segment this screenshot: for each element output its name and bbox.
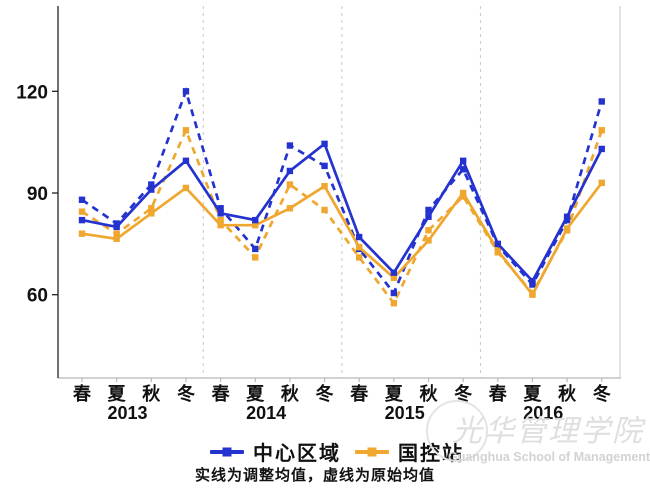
data-point-中心区域-solid-13 [529, 277, 536, 285]
y-tick-label-60: 60 [27, 286, 48, 307]
seasonal-pm-line-chart: 6090120春夏秋冬春夏秋冬春夏秋冬春夏秋冬2013 2014 2015 2016 [16, 6, 621, 423]
data-point-中心区域-solid-10 [425, 213, 432, 220]
season-label-9: 夏 [385, 384, 404, 404]
data-point-中心区域-solid-5 [252, 216, 259, 224]
data-point-国控站-dashed-2 [148, 205, 155, 212]
legend-marker-orange-icon [355, 447, 389, 456]
data-point-国控站-solid-6 [286, 205, 294, 212]
season-label-7: 冬 [316, 383, 334, 404]
series-line-国控站-solid [81, 181, 603, 298]
year-label-2014: 2014 [246, 403, 286, 423]
legend-item-national-station: 国控站 [355, 437, 464, 466]
y-tick-label-120: 120 [16, 82, 48, 103]
data-point-国控站-dashed-10 [425, 227, 432, 234]
data-point-中心区域-solid-3 [182, 157, 190, 164]
year-label-2015: 2015 [385, 403, 425, 423]
data-point-中心区域-solid-4 [217, 210, 224, 217]
legend: 中心区域 国控站 [0, 437, 650, 466]
data-point-中心区域-dashed-6 [286, 142, 294, 149]
data-point-中心区域-dashed-9 [390, 289, 398, 297]
data-point-中心区域-dashed-7 [321, 162, 328, 170]
legend-label-national-station: 国控站 [398, 443, 464, 465]
data-point-国控站-solid-12 [494, 247, 501, 254]
data-point-中心区域-solid-11 [459, 157, 467, 164]
season-label-12: 春 [489, 383, 508, 404]
data-point-国控站-solid-13 [529, 291, 536, 298]
data-point-中心区域-solid-6 [286, 167, 294, 175]
season-label-11: 冬 [454, 383, 472, 404]
y-tick-label-90: 90 [27, 184, 48, 205]
data-point-国控站-solid-2 [148, 210, 155, 217]
data-point-国控站-dashed-8 [356, 254, 363, 261]
data-point-国控站-solid-4 [217, 222, 224, 229]
data-point-中心区域-solid-1 [113, 223, 120, 231]
season-label-8: 春 [350, 383, 369, 404]
data-point-中心区域-dashed-2 [148, 181, 155, 188]
data-point-国控站-solid-15 [598, 179, 605, 187]
data-point-国控站-solid-7 [321, 183, 328, 190]
season-label-5: 夏 [246, 384, 265, 404]
series-line-中心区域-dashed [81, 87, 604, 296]
data-point-中心区域-dashed-1 [113, 220, 120, 227]
year-label-2016: 2016 [523, 403, 563, 423]
data-point-国控站-dashed-1 [113, 230, 120, 237]
series-line-中心区域-solid [81, 141, 603, 284]
data-point-中心区域-dashed-0 [78, 196, 86, 203]
data-point-国控站-dashed-15 [598, 127, 605, 134]
data-point-国控站-dashed-5 [252, 254, 259, 261]
season-label-1: 夏 [108, 384, 127, 404]
data-point-国控站-solid-8 [356, 244, 363, 251]
legend-marker-blue-icon [210, 447, 244, 456]
season-label-0: 春 [73, 383, 92, 404]
data-point-中心区域-solid-0 [78, 216, 86, 224]
data-point-国控站-solid-11 [459, 189, 467, 197]
data-point-国控站-solid-10 [425, 237, 432, 244]
data-point-国控站-dashed-3 [182, 127, 190, 134]
data-point-中心区域-solid-9 [390, 269, 398, 276]
data-point-国控站-dashed-7 [321, 206, 328, 214]
season-label-4: 春 [212, 383, 231, 404]
data-point-国控站-dashed-11 [459, 193, 467, 200]
season-label-10: 秋 [420, 383, 439, 404]
data-point-国控站-solid-14 [563, 225, 571, 232]
data-point-中心区域-dashed-3 [182, 88, 190, 95]
data-point-中心区域-dashed-4 [217, 205, 224, 212]
data-point-中心区域-dashed-13 [529, 281, 536, 288]
data-point-中心区域-dashed-14 [563, 216, 571, 224]
season-label-2: 秋 [142, 383, 161, 404]
data-point-中心区域-dashed-11 [459, 166, 467, 173]
data-point-国控站-solid-0 [78, 230, 86, 237]
season-label-15: 冬 [593, 383, 611, 404]
footnote-line-explanation: 实线为调整均值，虚线为原始均值 [194, 467, 435, 484]
data-point-国控站-solid-9 [390, 274, 398, 281]
data-point-国控站-solid-1 [113, 235, 120, 242]
data-point-国控站-dashed-9 [390, 299, 398, 307]
legend-label-center-area: 中心区域 [253, 443, 341, 465]
year-label-2013: 2013 [107, 403, 147, 423]
data-point-国控站-dashed-0 [78, 208, 86, 215]
season-label-13: 夏 [523, 384, 542, 404]
data-point-中心区域-dashed-10 [425, 206, 432, 214]
data-point-中心区域-solid-8 [356, 233, 363, 241]
data-point-国控站-dashed-6 [286, 181, 294, 188]
data-point-中心区域-solid-14 [563, 213, 571, 220]
data-point-中心区域-solid-7 [321, 140, 328, 148]
data-point-中心区域-dashed-5 [252, 245, 259, 253]
data-point-中心区域-dashed-15 [598, 98, 605, 105]
legend-item-center-area: 中心区域 [210, 437, 341, 466]
season-label-14: 秋 [558, 383, 577, 404]
data-point-国控站-dashed-4 [217, 216, 224, 224]
data-point-中心区域-solid-15 [598, 145, 605, 153]
season-label-6: 秋 [281, 383, 300, 404]
data-point-中心区域-solid-12 [494, 240, 501, 248]
season-label-3: 冬 [177, 383, 195, 404]
data-point-中心区域-solid-2 [148, 186, 155, 193]
data-point-国控站-solid-3 [182, 184, 190, 192]
data-point-国控站-solid-5 [252, 222, 259, 229]
